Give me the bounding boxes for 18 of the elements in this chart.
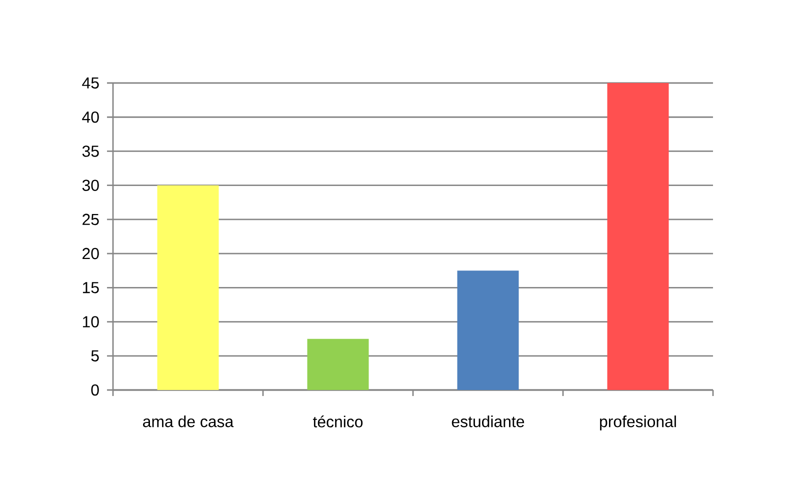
bar (157, 185, 219, 390)
y-tick-label: 35 (82, 146, 99, 157)
y-tick-label: 15 (82, 282, 99, 294)
y-tick-label: 10 (82, 316, 99, 328)
x-tick-label: técnico (312, 416, 363, 428)
y-tick-label: 5 (91, 350, 99, 362)
x-tick-label: profesional (600, 416, 676, 430)
bar (457, 270, 519, 390)
y-tick-label: 0 (91, 384, 99, 396)
y-tick-label: 20 (82, 248, 99, 260)
x-tick-label: ama de casa (143, 416, 234, 428)
bar (307, 338, 369, 390)
y-tick-label: 45 (82, 77, 99, 89)
y-tick-label: 30 (82, 180, 99, 191)
y-tick-label: 25 (82, 214, 99, 226)
x-tick-label: estudiante (452, 416, 524, 428)
y-tick-label: 40 (82, 111, 99, 123)
bar (607, 83, 669, 390)
